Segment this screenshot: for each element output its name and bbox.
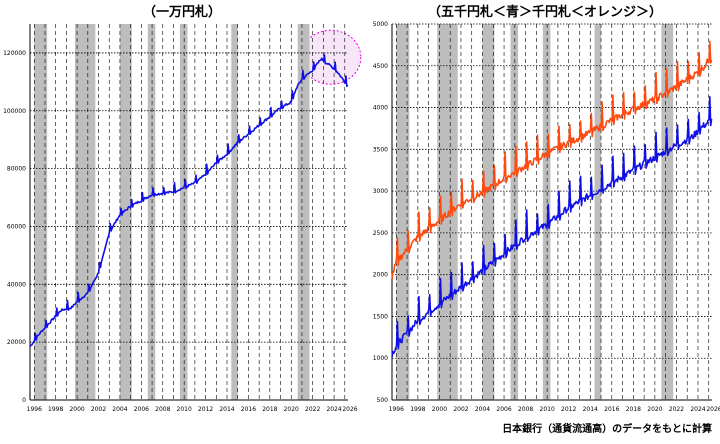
x-tick-label: 2024 <box>326 406 341 413</box>
x-tick-label: 2016 <box>604 406 619 413</box>
x-tick-label: 2022 <box>305 406 320 413</box>
shaded-period <box>147 24 156 400</box>
x-tick-label: 2004 <box>475 406 490 413</box>
y-tick-label: 0 <box>22 397 26 404</box>
x-tick-label: 1998 <box>410 406 425 413</box>
shaded-period <box>119 24 132 400</box>
chart-title-left: （一万円札） <box>143 4 221 20</box>
shaded-period <box>179 24 188 400</box>
x-tick-label: 2016 <box>241 406 256 413</box>
highlight-ellipse <box>300 29 362 85</box>
left-panel: 0 20000 40000 60000 80000 100000 120000 1996 199… <box>3 24 362 413</box>
y-tick-label: 3500 <box>373 146 388 153</box>
y-tick-label: 1500 <box>373 313 388 320</box>
y-tick-label: 60000 <box>7 223 26 230</box>
x-tick-label: 2010 <box>540 406 555 413</box>
x-tick-label: 2018 <box>262 406 277 413</box>
y-tick-label: 5000 <box>373 21 388 28</box>
x-tick-label: 2010 <box>177 406 192 413</box>
x-tick-label: 2024 <box>690 406 705 413</box>
y-tick-label: 80000 <box>7 166 26 173</box>
shaded-period <box>74 24 96 400</box>
x-tick-label: 2014 <box>219 406 234 413</box>
shaded-period <box>542 24 551 400</box>
shaded-period <box>297 24 310 400</box>
x-tick-label: 1998 <box>48 406 63 413</box>
x-tick-label: 2006 <box>134 406 149 413</box>
shaded-period <box>510 24 519 400</box>
x-tick-label: 2022 <box>669 406 684 413</box>
shaded-period <box>661 24 674 400</box>
y-tick-label: 2500 <box>373 230 388 237</box>
series-line-1 <box>391 40 713 280</box>
chart-title-right: （五千円札＜青＞千円札＜オレンジ＞） <box>428 4 662 20</box>
x-tick-label: 2008 <box>155 406 170 413</box>
x-tick-label: 2000 <box>432 406 447 413</box>
x-tick-label: 2014 <box>583 406 598 413</box>
x-tick-label: 2020 <box>284 406 299 413</box>
x-tick-label: 2020 <box>647 406 662 413</box>
x-tick-label: 2006 <box>496 406 511 413</box>
shaded-period <box>396 24 410 400</box>
series-line <box>29 54 349 347</box>
shaded-period <box>482 24 495 400</box>
x-tick-label: 2004 <box>112 406 127 413</box>
series-line-0 <box>391 96 713 358</box>
shaded-period <box>34 24 48 400</box>
shaded-period <box>594 24 602 400</box>
y-tick-label: 120000 <box>3 50 26 57</box>
y-tick-label: 2000 <box>373 272 388 279</box>
x-tick-label: 2000 <box>69 406 84 413</box>
x-tick-label: 2002 <box>91 406 106 413</box>
x-tick-label: 2018 <box>626 406 641 413</box>
y-tick-label: 40000 <box>7 281 26 288</box>
right-panel: 500 1000 1500 2000 2500 3000 3500 4000 4500 5000 1… <box>373 21 720 413</box>
y-tick-label: 1000 <box>373 355 388 362</box>
x-tick-label: 1996 <box>27 406 42 413</box>
x-tick-label: 2008 <box>518 406 533 413</box>
x-tick-label: 2026 <box>342 406 357 413</box>
x-tick-label: 2002 <box>453 406 468 413</box>
y-tick-label: 4500 <box>373 63 388 70</box>
y-tick-label: 500 <box>377 397 389 404</box>
y-tick-label: 20000 <box>7 339 26 346</box>
y-tick-label: 4000 <box>373 105 388 112</box>
x-tick-label: 2026 <box>706 406 720 413</box>
y-tick-label: 100000 <box>3 108 26 115</box>
y-tick-label: 3000 <box>373 188 388 195</box>
x-tick-label: 2012 <box>561 406 576 413</box>
source-note: 日本銀行（通貨流通高）のデータをもとに計算 <box>502 422 712 435</box>
x-tick-label: 2012 <box>198 406 213 413</box>
x-tick-label: 1996 <box>389 406 404 413</box>
shaded-period <box>231 24 238 400</box>
